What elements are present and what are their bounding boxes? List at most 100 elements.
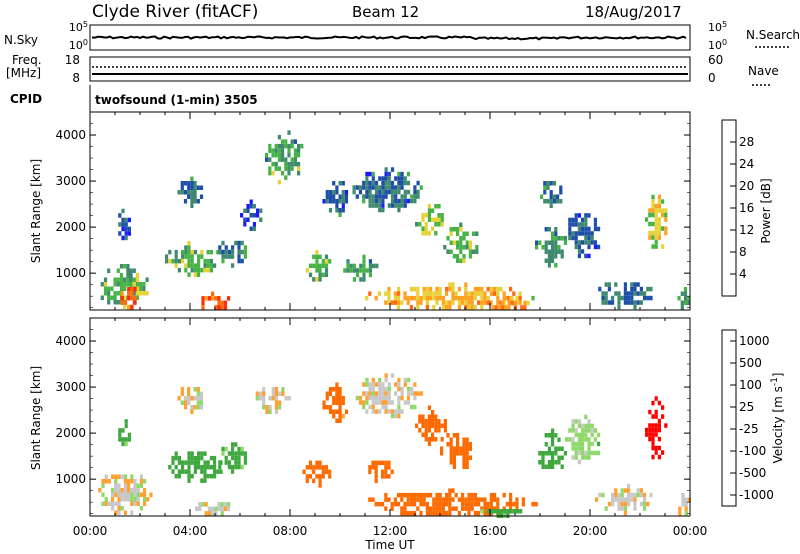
power-cell bbox=[651, 194, 655, 200]
power-cell bbox=[378, 203, 382, 208]
velocity-cell bbox=[207, 511, 211, 516]
power-cell bbox=[617, 304, 621, 310]
power-cell bbox=[220, 300, 224, 306]
velocity-cell bbox=[187, 460, 191, 465]
power-cell bbox=[284, 161, 288, 167]
velocity-cell bbox=[243, 460, 247, 465]
power-cell bbox=[371, 180, 375, 186]
power-cell bbox=[284, 157, 288, 162]
power-cell bbox=[425, 295, 429, 301]
velocity-cell bbox=[397, 400, 401, 405]
power-cell bbox=[648, 230, 652, 236]
power-cell bbox=[630, 291, 634, 296]
power-cell bbox=[416, 291, 420, 296]
velocity-cell bbox=[193, 405, 197, 410]
power-cell bbox=[577, 253, 581, 259]
power-cell bbox=[664, 212, 668, 218]
power-cell bbox=[459, 222, 463, 227]
power-cell bbox=[559, 190, 563, 195]
velocity-cell bbox=[620, 501, 624, 507]
velocity-colorbar-tick-label: -100 bbox=[739, 444, 766, 458]
power-cell bbox=[568, 231, 572, 236]
power-cell bbox=[218, 249, 222, 255]
power-cell bbox=[124, 222, 128, 227]
power-cell bbox=[435, 300, 439, 305]
velocity-cell bbox=[371, 497, 375, 502]
power-cell bbox=[568, 217, 572, 223]
velocity-cell bbox=[449, 460, 453, 465]
velocity-colorbar-tick-label: 100 bbox=[739, 378, 762, 392]
power-cell bbox=[381, 189, 385, 195]
power-cell bbox=[358, 189, 363, 195]
velocity-cell bbox=[547, 464, 551, 469]
power-cell bbox=[483, 295, 487, 301]
velocity-cell bbox=[368, 404, 372, 410]
velocity-cell bbox=[136, 501, 140, 506]
power-cell bbox=[145, 277, 149, 282]
velocity-cell bbox=[521, 501, 525, 507]
power-cell bbox=[127, 231, 131, 236]
velocity-cell bbox=[199, 405, 204, 410]
velocity-cell bbox=[607, 501, 611, 507]
velocity-cell bbox=[445, 492, 449, 498]
power-cell bbox=[654, 235, 658, 240]
velocity-cell bbox=[237, 460, 241, 465]
velocity-cell bbox=[448, 492, 452, 498]
velocity-cell bbox=[617, 506, 621, 511]
velocity-cell bbox=[489, 501, 493, 507]
velocity-cell bbox=[187, 473, 191, 479]
velocity-cell bbox=[341, 414, 345, 419]
power-cell bbox=[560, 249, 564, 254]
velocity-cell bbox=[496, 501, 500, 507]
power-cell bbox=[390, 189, 395, 195]
power-cell bbox=[611, 295, 615, 301]
power-cell bbox=[171, 258, 175, 264]
power-cell bbox=[687, 296, 691, 301]
power-cell bbox=[449, 249, 453, 254]
power-cell bbox=[277, 179, 281, 185]
power-cell bbox=[651, 235, 655, 240]
power-cell bbox=[116, 291, 120, 296]
power-cell bbox=[287, 170, 291, 176]
power-cell bbox=[116, 282, 120, 287]
velocity-cell bbox=[452, 455, 456, 460]
power-cell bbox=[571, 235, 575, 241]
power-cell bbox=[183, 181, 188, 186]
velocity-cell bbox=[643, 501, 647, 507]
power-cell bbox=[193, 185, 197, 190]
power-cell bbox=[277, 166, 281, 171]
power-cell bbox=[387, 286, 391, 292]
power-cell bbox=[397, 176, 401, 181]
velocity-cell bbox=[365, 400, 369, 405]
velocity-cell bbox=[452, 433, 456, 438]
velocity-cell bbox=[462, 460, 466, 465]
velocity-cell bbox=[431, 410, 435, 415]
power-cell bbox=[546, 199, 550, 204]
power-cell bbox=[563, 240, 567, 245]
power-cell bbox=[437, 213, 441, 218]
power-cell bbox=[119, 273, 124, 278]
velocity-cell bbox=[551, 437, 555, 442]
velocity-cell bbox=[593, 450, 597, 456]
velocity-cell bbox=[406, 510, 410, 516]
power-cell bbox=[113, 282, 117, 287]
velocity-cell bbox=[400, 497, 404, 502]
velocity-cell bbox=[114, 501, 118, 506]
velocity-cell bbox=[448, 506, 452, 511]
power-cell bbox=[190, 267, 194, 273]
power-cell bbox=[297, 148, 301, 153]
velocity-cell bbox=[321, 474, 325, 479]
velocity-cell bbox=[371, 382, 375, 387]
velocity-cell bbox=[486, 501, 490, 507]
velocity-cell bbox=[509, 492, 513, 498]
power-cell bbox=[346, 259, 350, 264]
velocity-cell bbox=[335, 400, 339, 405]
power-cell bbox=[277, 134, 281, 140]
power-cell bbox=[344, 194, 349, 199]
velocity-cell bbox=[374, 469, 378, 475]
power-cell bbox=[459, 249, 463, 254]
velocity-cell bbox=[243, 451, 247, 456]
velocity-cell bbox=[473, 497, 477, 502]
power-cell bbox=[190, 203, 194, 208]
power-cell bbox=[403, 189, 407, 195]
